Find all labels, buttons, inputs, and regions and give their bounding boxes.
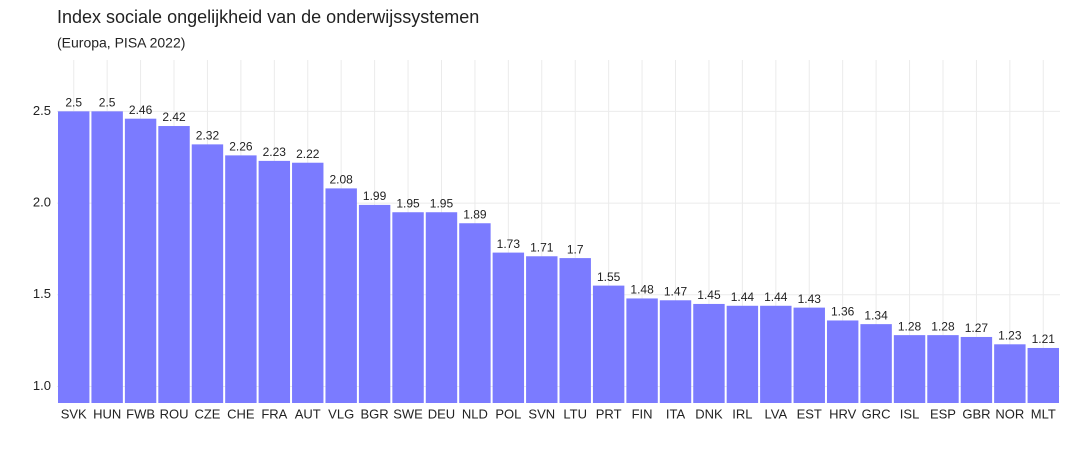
- bar: [526, 256, 558, 403]
- bar: [225, 155, 257, 403]
- bar: [1027, 347, 1059, 403]
- value-label: 2.46: [129, 103, 153, 117]
- bar: [425, 212, 458, 403]
- value-label: 1.44: [731, 290, 755, 304]
- bar: [258, 160, 291, 403]
- value-label: 1.43: [798, 292, 822, 306]
- bar: [826, 320, 859, 403]
- bar: [994, 344, 1026, 403]
- x-tick-label: GBR: [962, 406, 990, 421]
- bar: [760, 305, 792, 403]
- value-label: 1.34: [864, 308, 888, 322]
- chart-title: Index sociale ongelijkheid van de onderw…: [57, 7, 479, 27]
- bar: [693, 303, 725, 403]
- bar: [927, 335, 959, 403]
- x-tick-label: CHE: [227, 406, 255, 421]
- x-tick-label: SVK: [61, 406, 87, 421]
- x-tick-label: HRV: [829, 406, 857, 421]
- bar: [158, 126, 190, 403]
- x-tick-label: NLD: [462, 406, 488, 421]
- bar: [91, 111, 123, 404]
- value-label: 2.22: [296, 147, 320, 161]
- bar: [793, 307, 825, 403]
- x-tick-label: ITA: [666, 406, 686, 421]
- x-tick-label: NOR: [995, 406, 1024, 421]
- value-label: 1.27: [965, 321, 989, 335]
- value-label: 1.95: [396, 196, 420, 210]
- x-tick-label: LTU: [563, 406, 587, 421]
- value-label: 1.73: [497, 237, 521, 251]
- value-label: 1.21: [1032, 332, 1056, 346]
- value-label: 2.26: [229, 140, 253, 154]
- bar: [124, 118, 157, 403]
- y-tick-label: 2.0: [33, 195, 51, 210]
- value-label: 2.5: [99, 96, 116, 110]
- x-tick-label: PRT: [596, 406, 622, 421]
- bar: [592, 285, 625, 403]
- x-tick-label: POL: [495, 406, 521, 421]
- bar: [325, 188, 357, 403]
- bar: [726, 305, 759, 403]
- bar: [860, 324, 892, 403]
- x-tick-label: AUT: [295, 406, 321, 421]
- value-label: 1.23: [998, 328, 1022, 342]
- y-tick-label: 2.5: [33, 103, 51, 118]
- x-tick-label: FIN: [632, 406, 653, 421]
- value-label: 1.95: [430, 196, 454, 210]
- x-tick-label: GRC: [862, 406, 891, 421]
- x-tick-label: IRL: [732, 406, 752, 421]
- value-label: 1.55: [597, 270, 621, 284]
- x-tick-label: MLT: [1031, 406, 1056, 421]
- bar: [459, 223, 491, 403]
- x-tick-label: SVN: [528, 406, 555, 421]
- bar: [58, 111, 90, 404]
- x-tick-label: SWE: [393, 406, 423, 421]
- value-label: 1.45: [697, 288, 721, 302]
- bar: [358, 204, 391, 403]
- bar: [292, 162, 324, 403]
- bar: [659, 300, 692, 403]
- x-tick-label: DEU: [428, 406, 455, 421]
- bar: [392, 212, 424, 403]
- bar: [191, 144, 224, 403]
- x-tick-label: EST: [797, 406, 822, 421]
- x-tick-label: ROU: [160, 406, 189, 421]
- value-label: 1.28: [931, 319, 955, 333]
- value-label: 1.99: [363, 189, 387, 203]
- x-tick-label: ESP: [930, 406, 956, 421]
- x-tick-label: LVA: [764, 406, 787, 421]
- y-tick-label: 1.0: [33, 378, 51, 393]
- value-label: 1.28: [898, 319, 922, 333]
- value-label: 1.71: [530, 240, 554, 254]
- value-label: 1.47: [664, 284, 688, 298]
- value-label: 2.42: [162, 110, 186, 124]
- x-tick-label: VLG: [328, 406, 354, 421]
- bar: [626, 298, 658, 403]
- value-label: 2.08: [330, 173, 354, 187]
- chart-subtitle: (Europa, PISA 2022): [57, 35, 185, 51]
- value-label: 1.36: [831, 305, 855, 319]
- y-tick-label: 1.5: [33, 286, 51, 301]
- value-label: 1.7: [567, 242, 584, 256]
- x-tick-label: HUN: [93, 406, 121, 421]
- x-tick-label: FWB: [126, 406, 155, 421]
- value-label: 1.89: [463, 207, 487, 221]
- bar: [559, 258, 591, 403]
- x-tick-label: CZE: [194, 406, 220, 421]
- value-label: 2.23: [263, 145, 287, 159]
- bar: [893, 335, 926, 403]
- value-label: 1.44: [764, 290, 788, 304]
- value-label: 2.5: [65, 96, 82, 110]
- x-tick-label: BGR: [361, 406, 389, 421]
- bar: [492, 252, 525, 403]
- x-tick-label: DNK: [695, 406, 723, 421]
- x-tick-label: FRA: [261, 406, 287, 421]
- x-tick-label: ISL: [900, 406, 920, 421]
- value-label: 2.32: [196, 129, 220, 143]
- value-label: 1.48: [630, 283, 654, 297]
- bar: [960, 336, 993, 403]
